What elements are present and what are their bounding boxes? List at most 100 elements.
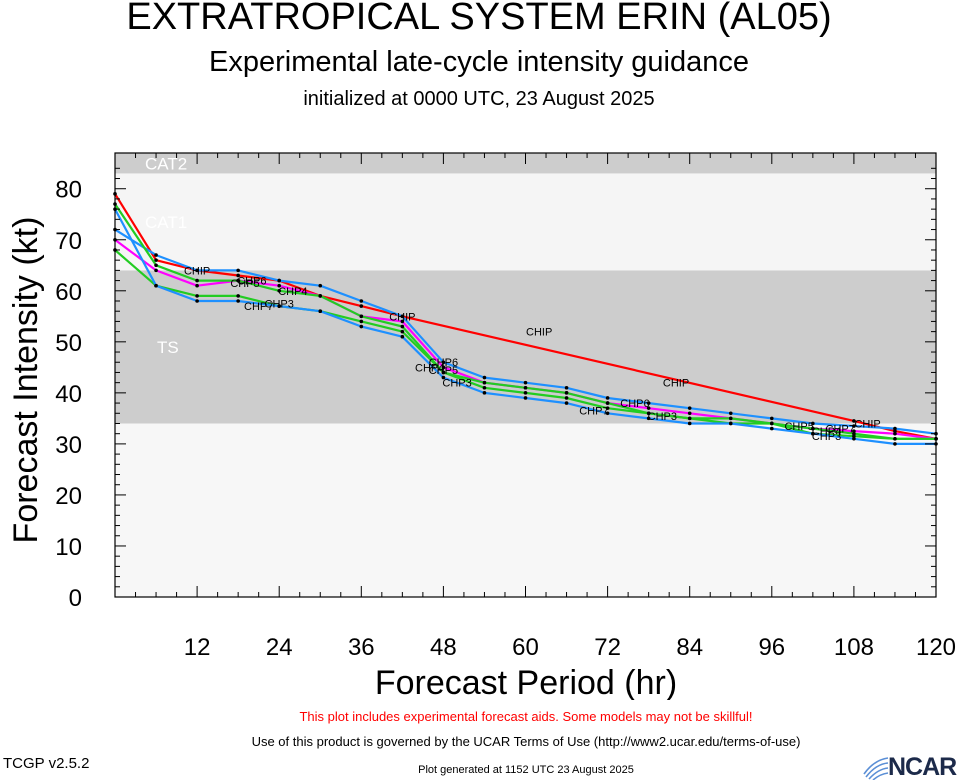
data-point-chp4 [687, 416, 692, 421]
x-tick-label: 48 [430, 634, 457, 661]
series-label-chip: CHIP [663, 378, 689, 390]
data-point-chp4 [852, 431, 856, 436]
data-point-chip [236, 273, 240, 278]
chart-subtitle: Experimental late-cycle intensity guidan… [209, 46, 749, 78]
band-label-ts: TS [157, 338, 179, 357]
data-point-chp3 [605, 411, 610, 416]
data-point-chp7 [605, 406, 610, 410]
data-point-chip [852, 419, 856, 423]
series-label-chip: CHIP [184, 265, 210, 277]
data-point-chp5 [441, 365, 446, 370]
data-point-chp4 [482, 380, 487, 385]
data-point-chp6 [441, 360, 446, 365]
y-tick-label: 60 [55, 279, 82, 306]
x-tick-label: 12 [184, 634, 211, 661]
data-point-chp3 [770, 426, 774, 431]
data-point-chp6 [359, 299, 364, 303]
version-label: TCGP v2.5.2 [3, 755, 90, 772]
data-point-chip [893, 429, 897, 433]
data-point-chp5 [893, 431, 897, 436]
y-tick-label: 70 [55, 228, 82, 255]
data-point-chp5 [277, 283, 282, 288]
data-point-chp5 [687, 411, 692, 416]
x-tick-label: 120 [916, 634, 956, 661]
series-label-chip: CHIP [526, 327, 552, 339]
terms-of-use-note[interactable]: Use of this product is governed by the U… [251, 734, 801, 749]
series-label-chp5: CHP5 [784, 421, 813, 433]
data-point-chp6 [564, 385, 569, 390]
x-tick-label: 72 [594, 634, 621, 661]
data-point-chp5 [646, 406, 651, 410]
generated-time: Plot generated at 1152 UTC 23 August 202… [418, 764, 634, 776]
data-point-chp3 [318, 309, 323, 314]
data-point-chp4 [893, 436, 897, 441]
series-label-chp4: CHP4 [278, 286, 307, 298]
chart-title: EXTRATROPICAL SYSTEM ERIN (AL05) [126, 0, 832, 38]
experimental-warning: This plot includes experimental forecast… [299, 709, 753, 724]
data-point-chp6 [318, 283, 323, 288]
data-point-chp3 [646, 416, 651, 421]
series-label-chp7: CHP7 [826, 424, 855, 436]
y-axis-title: Forecast Intensity (kt) [7, 217, 45, 544]
data-point-chp7 [852, 434, 856, 439]
series-label-chp6: CHP6 [429, 357, 458, 369]
data-point-chp6 [605, 396, 610, 400]
data-point-chp3 [728, 421, 733, 426]
y-tick-label: 10 [55, 534, 82, 561]
data-point-chp3 [687, 421, 692, 426]
data-point-chp5 [195, 283, 199, 288]
series-label-chp6: CHP6 [237, 276, 266, 288]
data-point-chp5 [852, 429, 856, 433]
x-tick-label: 24 [266, 634, 293, 661]
series-label-chp3: CHP3 [265, 299, 294, 311]
y-tick-label: 20 [55, 483, 82, 510]
data-point-chp6 [482, 375, 487, 380]
data-point-chp4 [359, 314, 364, 319]
x-tick-label: 36 [348, 634, 375, 661]
data-point-chp6 [770, 416, 774, 421]
band-ts [115, 270, 936, 424]
data-point-chp7 [523, 391, 528, 395]
data-point-chp3 [400, 334, 405, 339]
data-point-chp4 [400, 324, 405, 329]
data-point-chp7 [359, 319, 364, 324]
data-point-chp3 [852, 436, 856, 441]
y-tick-label: 40 [55, 381, 82, 408]
data-point-chp7 [195, 294, 199, 298]
data-point-chp4 [811, 426, 815, 431]
band-label-cat1: CAT1 [145, 213, 187, 232]
ncar-logo-icon [863, 757, 889, 780]
data-point-chp3 [811, 431, 815, 436]
series-label-chip: CHIP [389, 311, 415, 323]
band-cat1 [115, 173, 936, 271]
data-point-chp4 [728, 416, 733, 421]
data-point-chp4 [195, 278, 199, 283]
init-time: initialized at 0000 UTC, 23 August 2025 [303, 88, 655, 110]
y-tick-label: 50 [55, 330, 82, 357]
data-point-chp4 [646, 411, 651, 416]
data-point-chp6 [400, 314, 405, 319]
y-tick-label: 80 [55, 177, 82, 204]
data-point-chp6 [277, 278, 282, 283]
data-point-chp6 [687, 406, 692, 410]
data-point-chp5 [154, 268, 158, 273]
data-point-chp4 [605, 401, 610, 405]
data-point-chp6 [523, 380, 528, 385]
data-point-chp3 [523, 396, 528, 400]
data-point-chp4 [318, 294, 323, 298]
data-point-chp7 [564, 396, 569, 400]
data-point-chp7 [482, 385, 487, 390]
data-point-chp3 [482, 391, 487, 395]
data-point-chp4 [564, 391, 569, 395]
data-point-chip [359, 304, 364, 308]
series-label-chp4: CHP4 [415, 362, 444, 374]
y-tick-label: 0 [69, 585, 82, 612]
data-point-chp3 [359, 324, 364, 329]
series-label-chp5: CHP5 [230, 278, 259, 290]
data-point-chp4 [236, 278, 240, 283]
x-tick-label: 60 [512, 634, 539, 661]
data-point-chp4 [770, 421, 774, 426]
data-point-chp6 [646, 401, 651, 405]
data-point-chp7 [400, 329, 405, 334]
data-point-chp4 [277, 288, 282, 293]
